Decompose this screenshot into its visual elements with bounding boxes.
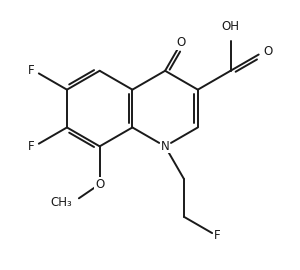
Text: O: O — [177, 36, 186, 49]
Text: F: F — [28, 140, 34, 153]
Text: F: F — [213, 229, 220, 242]
Text: F: F — [28, 64, 34, 77]
Text: CH₃: CH₃ — [50, 197, 72, 210]
Text: O: O — [95, 178, 104, 191]
Text: O: O — [263, 45, 272, 58]
Text: OH: OH — [221, 20, 239, 33]
Text: N: N — [161, 140, 170, 153]
